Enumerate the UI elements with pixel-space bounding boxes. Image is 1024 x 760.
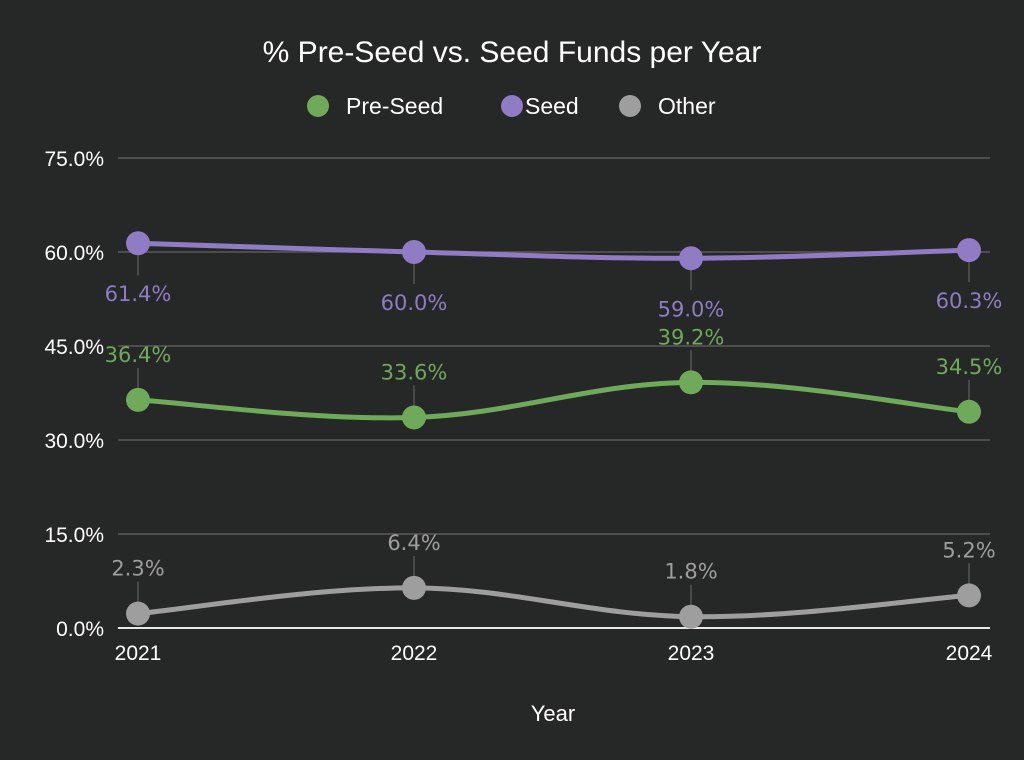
y-tick-label: 75.0% [44,148,104,171]
legend-marker-pre-seed [307,95,329,117]
series-seed: 61.4% 60.0% 59.0% 60.3% [105,231,1003,321]
x-axis-title: Year [531,701,575,726]
series-other: 2.3% 6.4% 1.8% 5.2% [111,531,996,629]
data-point-other[interactable] [126,601,150,626]
y-tick-label: 60.0% [44,242,104,265]
legend-label-pre-seed: Pre-Seed [346,93,443,119]
data-point-seed[interactable] [402,240,426,264]
x-tick-label: 2023 [668,642,715,665]
data-label-pre-seed: 34.5% [936,355,1003,379]
series-pre-seed: 36.4% 33.6% 39.2% 34.5% [105,325,1003,430]
legend: Pre-Seed Seed Other [307,93,716,119]
legend-marker-other [619,95,641,117]
x-axis: 2021 2022 2023 2024 [115,642,993,665]
data-point-pre-seed[interactable] [957,399,981,424]
y-tick-label: 45.0% [44,336,104,359]
y-tick-label: 15.0% [44,524,104,547]
y-tick-label: 0.0% [56,618,104,641]
x-tick-label: 2021 [115,642,162,665]
legend-label-other: Other [658,93,716,119]
data-label-seed: 59.0% [658,297,725,321]
data-point-other[interactable] [402,575,426,600]
data-point-other[interactable] [679,604,703,629]
data-label-seed: 60.0% [381,291,448,315]
series-line-pre-seed [135,379,972,421]
y-axis: 0.0% 15.0% 30.0% 45.0% 60.0% 75.0% [44,148,104,641]
data-point-pre-seed[interactable] [402,405,426,430]
series-line-other [135,585,972,620]
x-tick-label: 2022 [391,642,438,665]
data-label-pre-seed: 36.4% [105,343,172,367]
legend-label-seed: Seed [525,93,579,119]
data-point-seed[interactable] [126,231,150,256]
data-label-seed: 60.3% [936,289,1003,313]
data-label-other: 6.4% [387,531,440,555]
data-point-seed[interactable] [679,246,703,271]
data-point-pre-seed[interactable] [679,370,703,395]
gridlines [118,157,990,629]
chart-title: % Pre-Seed vs. Seed Funds per Year [263,36,762,69]
y-tick-label: 30.0% [44,430,104,453]
series-line-seed [135,240,972,261]
data-label-other: 1.8% [664,560,717,584]
data-label-pre-seed: 33.6% [381,360,448,384]
data-point-seed[interactable] [957,238,981,263]
data-label-other: 5.2% [942,538,995,562]
data-label-seed: 61.4% [105,282,172,306]
data-point-pre-seed[interactable] [126,387,150,412]
data-label-other: 2.3% [111,557,164,581]
x-tick-label: 2024 [946,642,993,665]
legend-marker-seed [501,95,523,117]
data-point-other[interactable] [957,583,981,608]
series-group: 36.4% 33.6% 39.2% 34.5% 61.4% 60.0% 59.0% 60.3%… [105,231,1003,629]
data-label-pre-seed: 39.2% [658,325,725,349]
